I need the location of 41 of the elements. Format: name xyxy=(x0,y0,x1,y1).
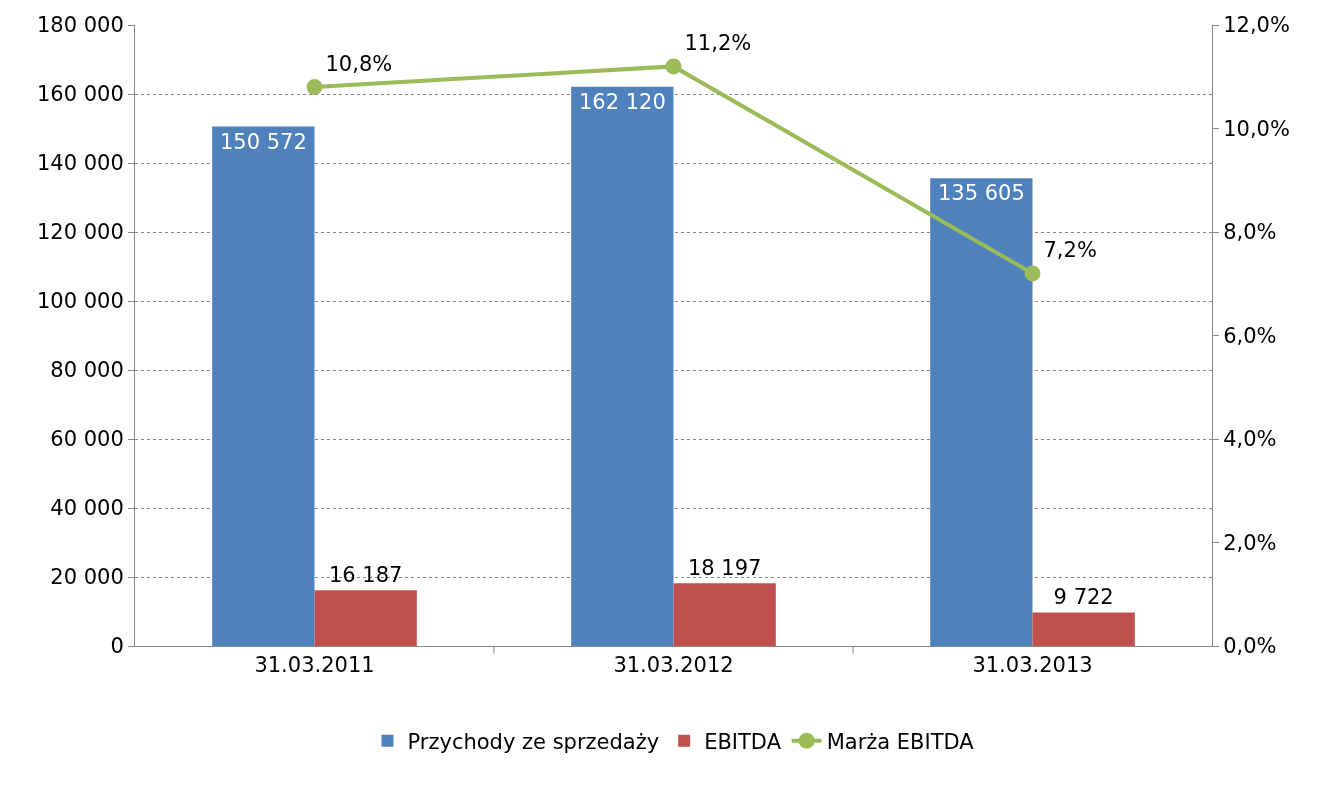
point xyxy=(306,79,323,96)
y-tick-label: 80 000 xyxy=(50,358,124,383)
data-label: 7,2% xyxy=(1043,238,1097,263)
x-tick-label: 31.03.2013 xyxy=(972,653,1093,678)
y-tick-label: 60 000 xyxy=(50,427,124,452)
data-label: 10,8% xyxy=(325,51,393,76)
y-tick-label: 160 000 xyxy=(36,82,124,107)
bar xyxy=(571,86,674,646)
data-label: 150 572 xyxy=(219,129,307,154)
point xyxy=(665,58,682,75)
y2-tick-label: 4,0% xyxy=(1223,427,1277,452)
y-tick-label: 120 000 xyxy=(36,220,124,245)
legend-label: Marża EBITDA xyxy=(826,729,975,754)
bar xyxy=(673,583,776,646)
bar xyxy=(1032,612,1135,646)
y2-tick-label: 12,0% xyxy=(1223,13,1290,38)
y-tick-label: 100 000 xyxy=(36,289,124,314)
y-tick-label: 0 xyxy=(110,634,124,659)
x-tick-label: 31.03.2011 xyxy=(254,653,375,678)
y2-tick-label: 6,0% xyxy=(1223,323,1277,348)
y2-tick-label: 8,0% xyxy=(1223,220,1277,245)
y2-tick-label: 0,0% xyxy=(1223,634,1277,659)
y2-tick-label: 10,0% xyxy=(1223,116,1290,141)
data-label: 135 605 xyxy=(937,181,1025,206)
data-label: 11,2% xyxy=(684,31,752,56)
data-label: 16 187 xyxy=(328,563,403,588)
y-tick-label: 40 000 xyxy=(50,496,124,521)
bar xyxy=(314,590,417,646)
data-label: 162 120 xyxy=(578,89,666,114)
data-label: 18 197 xyxy=(687,556,762,581)
y-tick-label: 20 000 xyxy=(50,565,124,590)
y-tick-label: 180 000 xyxy=(36,13,124,38)
x-tick-label: 31.03.2012 xyxy=(613,653,734,678)
bar xyxy=(212,126,315,646)
data-label: 9 722 xyxy=(1053,585,1114,610)
y-tick-label: 140 000 xyxy=(36,151,124,176)
bar xyxy=(930,178,1033,646)
legend-label: Przychody ze sprzedaży xyxy=(407,729,660,754)
y2-tick-label: 2,0% xyxy=(1223,530,1277,555)
legend-label: EBITDA xyxy=(704,729,782,754)
point xyxy=(1024,265,1041,282)
